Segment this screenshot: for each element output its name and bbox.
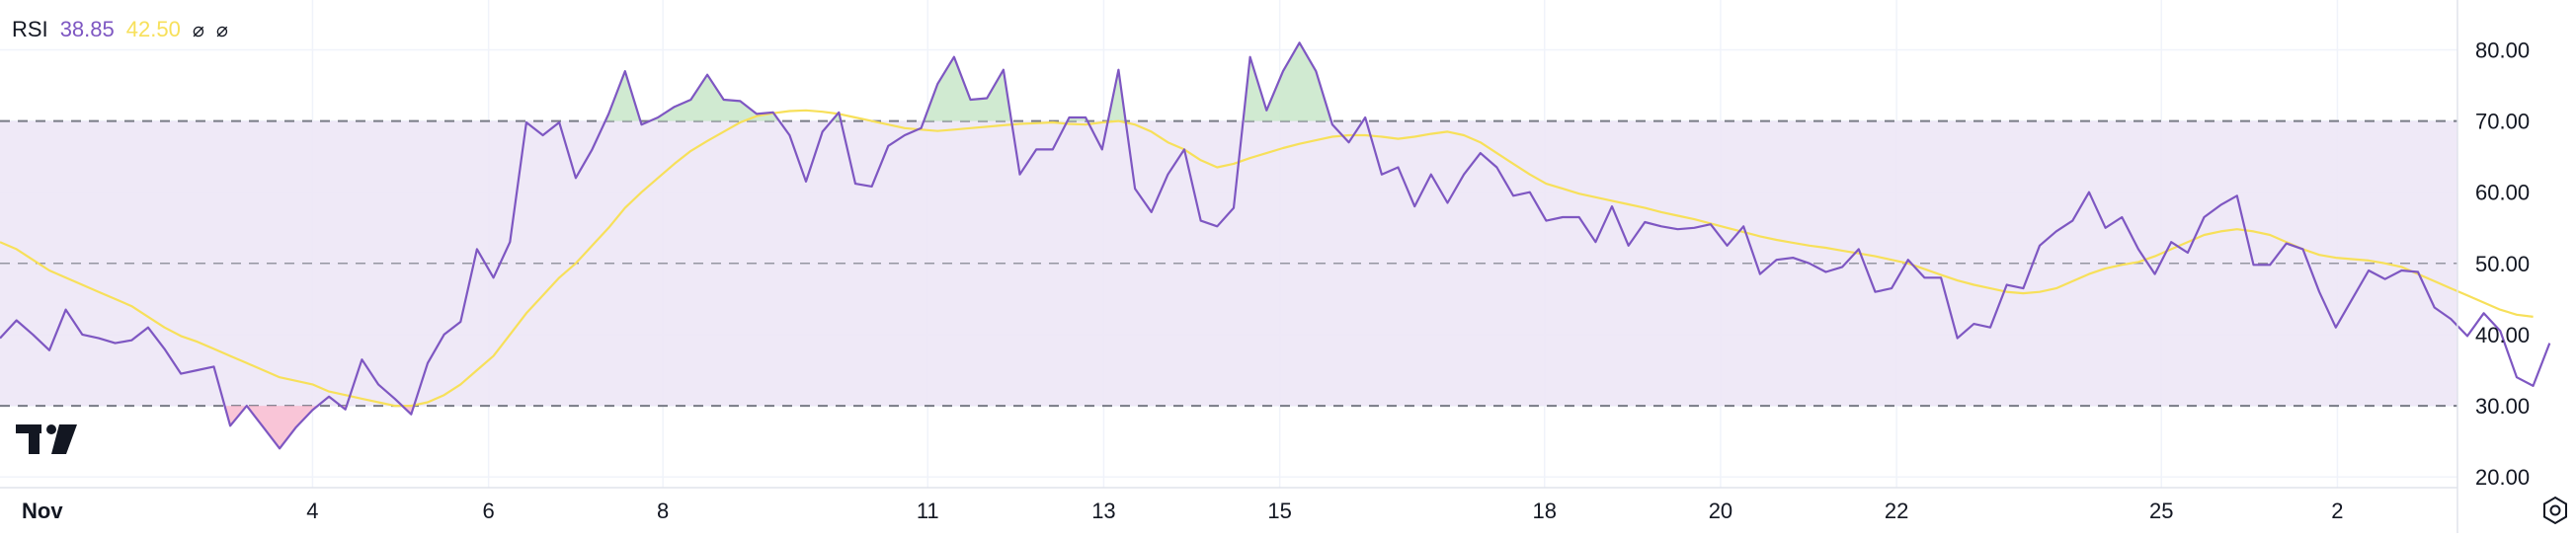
tradingview-logo-icon[interactable]: [16, 424, 79, 459]
y-tick-label: 30.00: [2475, 394, 2530, 419]
y-tick-label: 60.00: [2475, 181, 2530, 205]
overbought-fill: [1107, 69, 1126, 121]
x-tick-label: 8: [657, 499, 669, 523]
overbought-fill: [649, 74, 779, 121]
x-tick-label: 13: [1091, 499, 1115, 523]
rsi-value: 38.85: [59, 17, 115, 41]
overbought-fill: [604, 71, 641, 121]
oversold-fill: [246, 406, 318, 449]
rsi-series-line: [0, 41, 2551, 450]
x-tick-label: 11: [917, 499, 939, 523]
y-tick-label: 70.00: [2475, 110, 2530, 134]
indicator-name[interactable]: RSI: [12, 17, 48, 41]
x-tick-label: 18: [1533, 499, 1557, 523]
x-tick-label: 15: [1267, 499, 1291, 523]
gear-icon[interactable]: [2540, 496, 2570, 530]
hidden-value-icon: ⌀: [192, 19, 204, 41]
overbought-fill: [924, 56, 1012, 121]
indicator-legend: RSI 38.85 42.50 ⌀ ⌀: [12, 14, 240, 45]
x-tick-label: 6: [482, 499, 494, 523]
y-tick-label: 20.00: [2475, 465, 2530, 490]
y-tick-label: 50.00: [2475, 252, 2530, 276]
x-tick-label: Nov: [22, 499, 63, 523]
x-tick-label: 22: [1885, 499, 1908, 523]
rsi-ma-series-line: [0, 109, 2534, 408]
overbought-fill: [1243, 42, 1331, 121]
x-tick-label: 4: [306, 499, 318, 523]
x-tick-label: 2: [2331, 499, 2343, 523]
x-tick-label: 20: [1709, 499, 1732, 523]
hidden-value-icon: ⌀: [215, 19, 228, 41]
rsi-ma-value: 42.50: [125, 17, 181, 41]
y-tick-label: 40.00: [2475, 323, 2530, 347]
x-tick-label: 25: [2149, 499, 2173, 523]
y-tick-label: 80.00: [2475, 38, 2530, 62]
